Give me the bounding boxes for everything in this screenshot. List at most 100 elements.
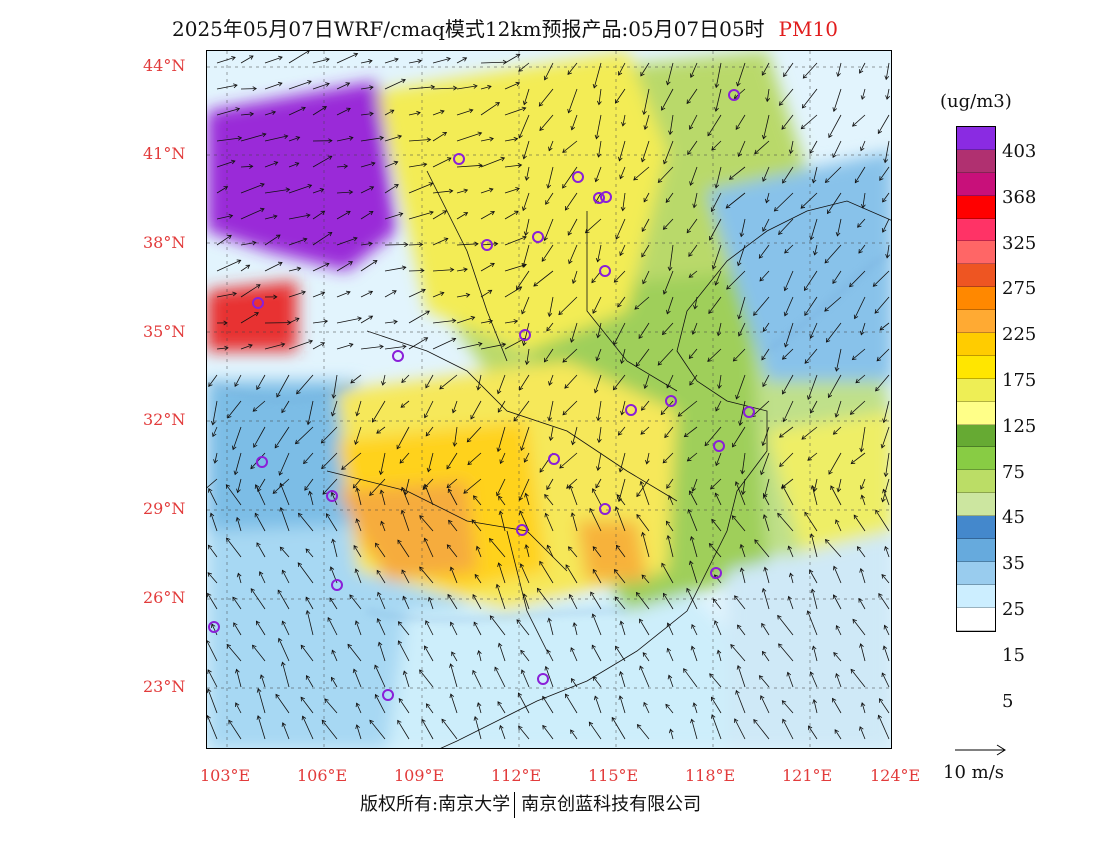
- wind-vector: [824, 296, 842, 312]
- wind-vector: [498, 643, 506, 662]
- wind-vector-head: [280, 661, 286, 667]
- wind-vector-head: [296, 266, 302, 272]
- wind-vector: [446, 544, 458, 558]
- wind-vector-head: [207, 544, 213, 550]
- wind-vector-head: [489, 538, 494, 543]
- wind-vector-head: [449, 693, 455, 699]
- wind-vector: [565, 564, 578, 584]
- wind-vector: [733, 348, 746, 362]
- wind-vector: [715, 452, 722, 466]
- wind-vector-head: [498, 495, 503, 501]
- wind-vector-head: [834, 413, 840, 418]
- colorbar-label: 75: [1002, 461, 1025, 483]
- city-marker-wuhan: [548, 453, 560, 465]
- wind-vector: [835, 673, 842, 688]
- wind-vector: [380, 490, 386, 506]
- wind-vector: [662, 322, 674, 335]
- wind-vector: [567, 218, 578, 236]
- wind-vector: [432, 292, 444, 298]
- wind-vector-head: [207, 572, 213, 577]
- wind-vector-head: [496, 447, 502, 453]
- lat-label-38: 38°N: [143, 233, 186, 252]
- wind-vector: [662, 452, 674, 464]
- wind-vector: [763, 114, 770, 139]
- wind-vector-head: [301, 290, 306, 295]
- wind-vector: [401, 569, 410, 584]
- wind-vector-head: [518, 67, 523, 72]
- wind-vector-head: [851, 355, 857, 361]
- wind-vector-head: [643, 125, 649, 131]
- wind-vector: [360, 86, 374, 90]
- wind-vector-head: [349, 594, 354, 600]
- wind-vector-head: [547, 617, 552, 623]
- wind-vector-head: [686, 587, 691, 593]
- wind-vector: [661, 563, 674, 584]
- wind-vector-head: [809, 235, 815, 241]
- wind-vector: [878, 715, 890, 740]
- wind-vector-head: [449, 621, 455, 627]
- wind-vector-head: [256, 620, 261, 626]
- wind-vector: [498, 562, 506, 584]
- city-marker-shanghai: [743, 406, 755, 418]
- wind-vector-head: [662, 290, 668, 295]
- wind-vector-head: [711, 696, 716, 702]
- wind-vector-head: [237, 135, 243, 141]
- wind-vector: [264, 234, 281, 246]
- wind-vector: [305, 597, 314, 610]
- wind-vector-head: [305, 548, 311, 553]
- wind-vector: [331, 650, 338, 662]
- wind-vector: [463, 478, 482, 494]
- wind-vector: [616, 494, 626, 506]
- wind-vector-head: [613, 278, 619, 283]
- wind-vector: [811, 485, 818, 506]
- wind-vector: [687, 452, 698, 462]
- wind-vector-head: [619, 251, 624, 257]
- wind-vector-head: [642, 652, 647, 657]
- wind-vector-head: [442, 210, 448, 215]
- coastline: [440, 200, 891, 748]
- wind-vector-head: [779, 462, 784, 468]
- wind-vector: [811, 589, 818, 610]
- wind-vector-head: [254, 484, 260, 489]
- wind-vector: [350, 374, 362, 384]
- wind-vector: [360, 291, 373, 298]
- wind-vector: [474, 716, 482, 740]
- wind-vector: [336, 191, 353, 194]
- wind-vector: [360, 113, 374, 116]
- wind-vector-head: [419, 515, 424, 520]
- wind-vector-head: [296, 389, 301, 395]
- wind-vector: [636, 592, 650, 610]
- wind-vector-head: [589, 507, 594, 513]
- city-marker-nanjing: [665, 395, 677, 407]
- wind-vector-head: [355, 724, 360, 729]
- wind-vector: [422, 478, 434, 490]
- colorbar-label: 45: [1002, 507, 1025, 529]
- wind-vector: [735, 114, 746, 130]
- wind-vector-head: [523, 231, 529, 236]
- wind-vector: [450, 693, 458, 714]
- wind-vector: [548, 618, 554, 636]
- wind-vector-head: [882, 645, 888, 651]
- wind-vector: [668, 495, 674, 506]
- wind-vector: [403, 670, 410, 688]
- wind-vector-head: [615, 234, 620, 240]
- wind-vector-head: [570, 678, 576, 683]
- wind-vector-head: [809, 569, 814, 575]
- wind-vector: [446, 452, 458, 470]
- wind-vector: [456, 316, 475, 324]
- wind-vector: [312, 188, 324, 194]
- wind-vector-head: [832, 697, 837, 703]
- wind-vector: [762, 166, 770, 182]
- wind-vector-head: [643, 701, 648, 707]
- wind-vector-head: [495, 102, 500, 107]
- wind-vector-head: [281, 408, 286, 414]
- wind-vector-head: [368, 315, 374, 320]
- wind-vector-head: [235, 516, 241, 522]
- wind-vector-head: [666, 309, 671, 315]
- lat-label-41: 41°N: [143, 144, 186, 163]
- wind-vector-head: [355, 702, 361, 708]
- wind-vector-head: [666, 383, 671, 389]
- wind-vector: [873, 270, 890, 287]
- wind-vector: [352, 478, 362, 489]
- wind-vector: [522, 244, 530, 268]
